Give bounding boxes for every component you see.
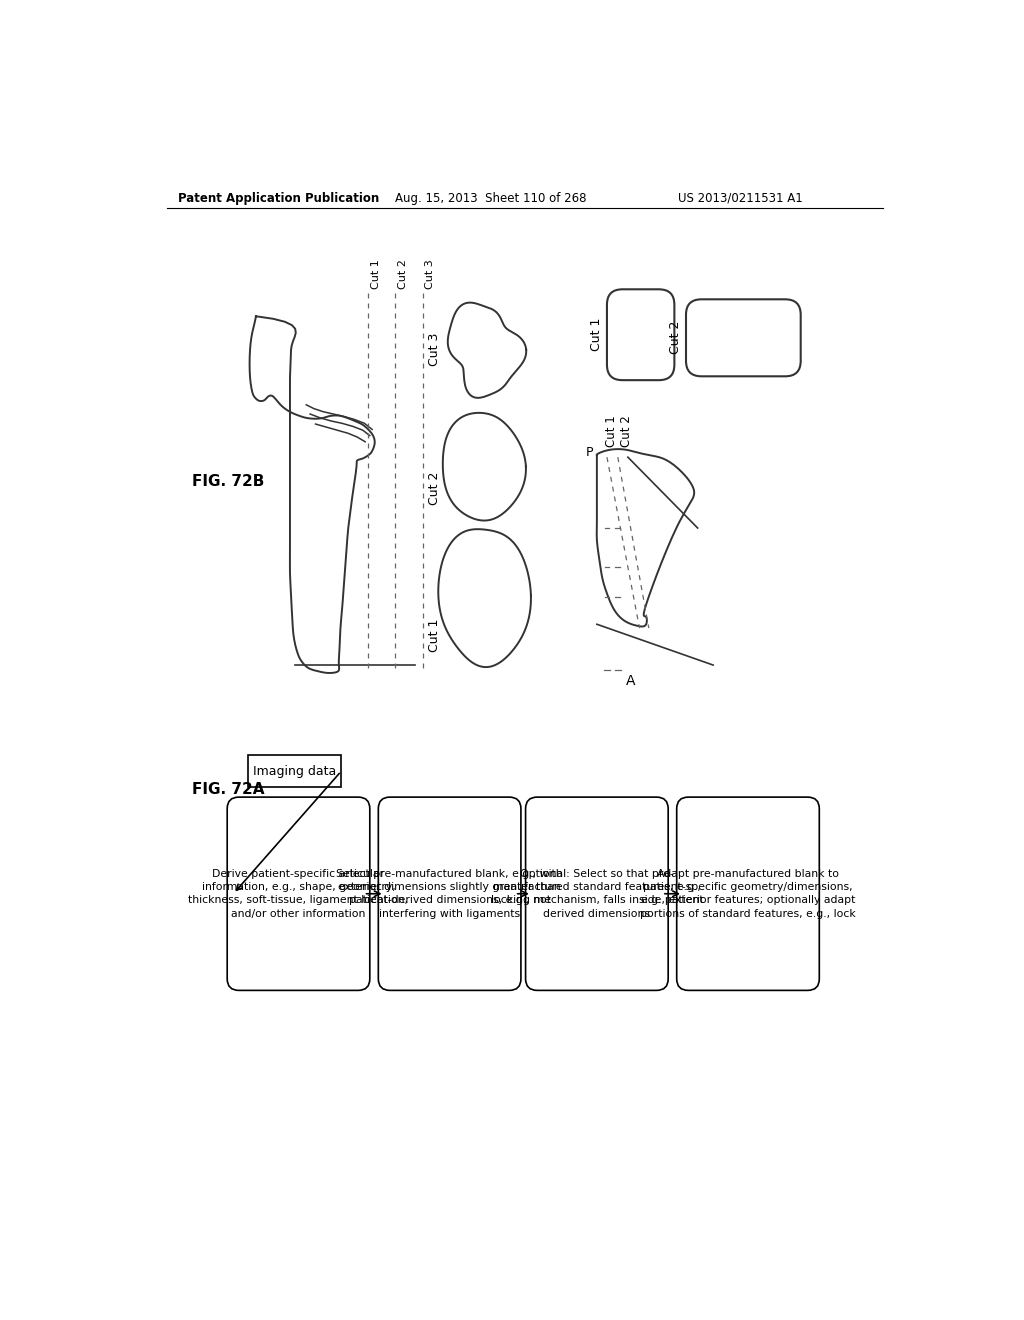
Text: Select pre-manufactured blank, e.g., with
exterior dimensions slightly greater t: Select pre-manufactured blank, e.g., wit… [336, 869, 563, 919]
Text: Cut 3: Cut 3 [425, 260, 435, 289]
Text: Cut 2: Cut 2 [621, 416, 633, 447]
Text: A: A [626, 675, 635, 688]
Text: Cut 1: Cut 1 [604, 416, 617, 447]
Text: Cut 2: Cut 2 [669, 321, 682, 355]
Text: P: P [586, 446, 593, 459]
Text: Patent Application Publication: Patent Application Publication [178, 191, 380, 205]
Text: FIG. 72A: FIG. 72A [191, 783, 264, 797]
Bar [248, 755, 341, 788]
Text: Derive patient-specific articular
information, e.g., shape, geometry,
thickness,: Derive patient-specific articular inform… [188, 869, 409, 919]
Text: Adapt pre-manufactured blank to
patient-specific geometry/dimensions,
e.g., exte: Adapt pre-manufactured blank to patient-… [640, 869, 856, 919]
Text: Cut 1: Cut 1 [371, 260, 381, 289]
Text: Cut 2: Cut 2 [397, 260, 408, 289]
Text: Cut 2: Cut 2 [428, 471, 441, 504]
Text: FIG. 72B: FIG. 72B [191, 474, 264, 490]
Text: Cut 1: Cut 1 [590, 317, 603, 351]
Text: Cut 1: Cut 1 [428, 619, 441, 652]
Text: Optional: Select so that pre-
manufactured standard features, e.g.,
locking mech: Optional: Select so that pre- manufactur… [490, 869, 703, 919]
Text: Aug. 15, 2013  Sheet 110 of 268: Aug. 15, 2013 Sheet 110 of 268 [395, 191, 587, 205]
Text: Imaging data: Imaging data [253, 764, 336, 777]
Text: US 2013/0211531 A1: US 2013/0211531 A1 [678, 191, 803, 205]
Text: Cut 3: Cut 3 [428, 333, 441, 366]
